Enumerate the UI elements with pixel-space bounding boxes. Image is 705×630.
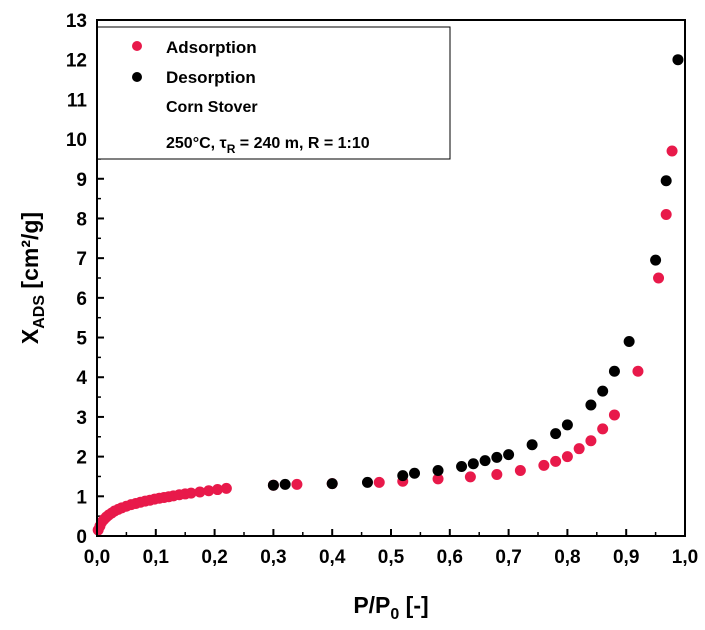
legend-marker-desorption xyxy=(132,72,142,82)
y-tick-label: 9 xyxy=(76,170,87,191)
y-tick-label: 11 xyxy=(67,90,88,111)
adsorption-point xyxy=(538,459,550,471)
legend-marker-adsorption xyxy=(132,41,142,51)
x-tick-label: 1,0 xyxy=(672,547,698,568)
desorption-point xyxy=(491,451,503,463)
adsorption-point xyxy=(597,423,609,435)
data-points xyxy=(92,54,684,536)
x-tick-label: 0,7 xyxy=(495,547,521,568)
desorption-point xyxy=(326,478,338,490)
legend-box xyxy=(96,26,451,160)
adsorption-point xyxy=(194,486,206,498)
desorption-point xyxy=(597,385,609,397)
desorption-point xyxy=(623,336,635,348)
adsorption-point xyxy=(491,468,503,480)
conditions-label: 250°C, τR = 240 m, R = 1:10 xyxy=(166,135,370,156)
y-tick-label: 12 xyxy=(66,51,87,72)
adsorption-point xyxy=(561,451,573,463)
legend: Adsorption Desorption Corn Stover 250°C,… xyxy=(96,26,451,160)
desorption-point xyxy=(561,419,573,431)
y-tick-label: 13 xyxy=(66,11,87,32)
adsorption-point xyxy=(220,482,232,494)
desorption-point xyxy=(267,479,279,491)
y-tick-label: 1 xyxy=(76,487,87,508)
adsorption-point xyxy=(212,484,224,496)
y-tick-label: 0 xyxy=(76,527,87,548)
desorption-point xyxy=(550,428,562,440)
y-tick-label: 2 xyxy=(76,448,87,469)
desorption-point xyxy=(456,461,468,473)
adsorption-point xyxy=(203,485,215,497)
x-tick-label: 0,2 xyxy=(201,547,227,568)
adsorption-point xyxy=(464,471,476,483)
adsorption-point xyxy=(585,435,597,447)
y-tick-label: 4 xyxy=(76,368,87,389)
y-tick-label: 5 xyxy=(76,329,87,350)
y-tick-label: 8 xyxy=(76,209,87,230)
x-tick-label: 0,8 xyxy=(554,547,580,568)
adsorption-point xyxy=(432,473,444,485)
legend-label-desorption: Desorption xyxy=(166,68,256,87)
x-tick-label: 0,0 xyxy=(84,547,110,568)
x-tick-label: 0,6 xyxy=(437,547,463,568)
desorption-point xyxy=(608,365,620,377)
axis-ticks: 0,0 0,1 0,2 0,3 0,4 0,5 0,6 0,7 0,8 0,9 1,00123456… xyxy=(66,11,698,568)
desorption-point xyxy=(409,467,421,479)
desorption-point xyxy=(361,476,373,488)
desorption-point xyxy=(479,455,491,467)
desorption-point xyxy=(650,254,662,266)
desorption-point xyxy=(503,449,515,461)
plot-frame xyxy=(96,19,686,537)
adsorption-point xyxy=(632,365,644,377)
x-tick-label: 0,9 xyxy=(613,547,639,568)
adsorption-point xyxy=(373,476,385,488)
adsorption-point xyxy=(573,443,585,455)
adsorption-point xyxy=(653,272,665,284)
x-tick-label: 0,1 xyxy=(143,547,170,568)
x-tick-label: 0,5 xyxy=(378,547,405,568)
y-tick-label: 6 xyxy=(76,289,87,310)
desorption-point xyxy=(397,470,409,482)
adsorption-point xyxy=(608,409,620,421)
adsorption-point xyxy=(660,208,672,220)
adsorption-point xyxy=(291,478,303,490)
x-axis-title: P/P0 [-] xyxy=(353,592,428,623)
desorption-point xyxy=(279,478,291,490)
desorption-point xyxy=(526,439,538,451)
y-tick-label: 7 xyxy=(76,249,87,270)
y-axis-title: XADS [cm²/g] xyxy=(17,212,48,344)
adsorption-point xyxy=(185,487,197,499)
x-tick-label: 0,3 xyxy=(260,547,286,568)
sample-label: Corn Stover xyxy=(166,99,258,116)
desorption-point xyxy=(660,175,672,187)
y-tick-label: 10 xyxy=(66,130,87,151)
adsorption-point xyxy=(550,455,562,467)
adsorption-point xyxy=(514,465,526,477)
desorption-point xyxy=(467,458,479,470)
x-tick-label: 0,4 xyxy=(319,547,346,568)
y-tick-label: 3 xyxy=(76,408,87,429)
adsorption-point xyxy=(666,145,678,157)
desorption-point xyxy=(432,465,444,477)
legend-label-adsorption: Adsorption xyxy=(166,38,257,57)
desorption-point xyxy=(672,54,684,66)
desorption-point xyxy=(585,399,597,411)
